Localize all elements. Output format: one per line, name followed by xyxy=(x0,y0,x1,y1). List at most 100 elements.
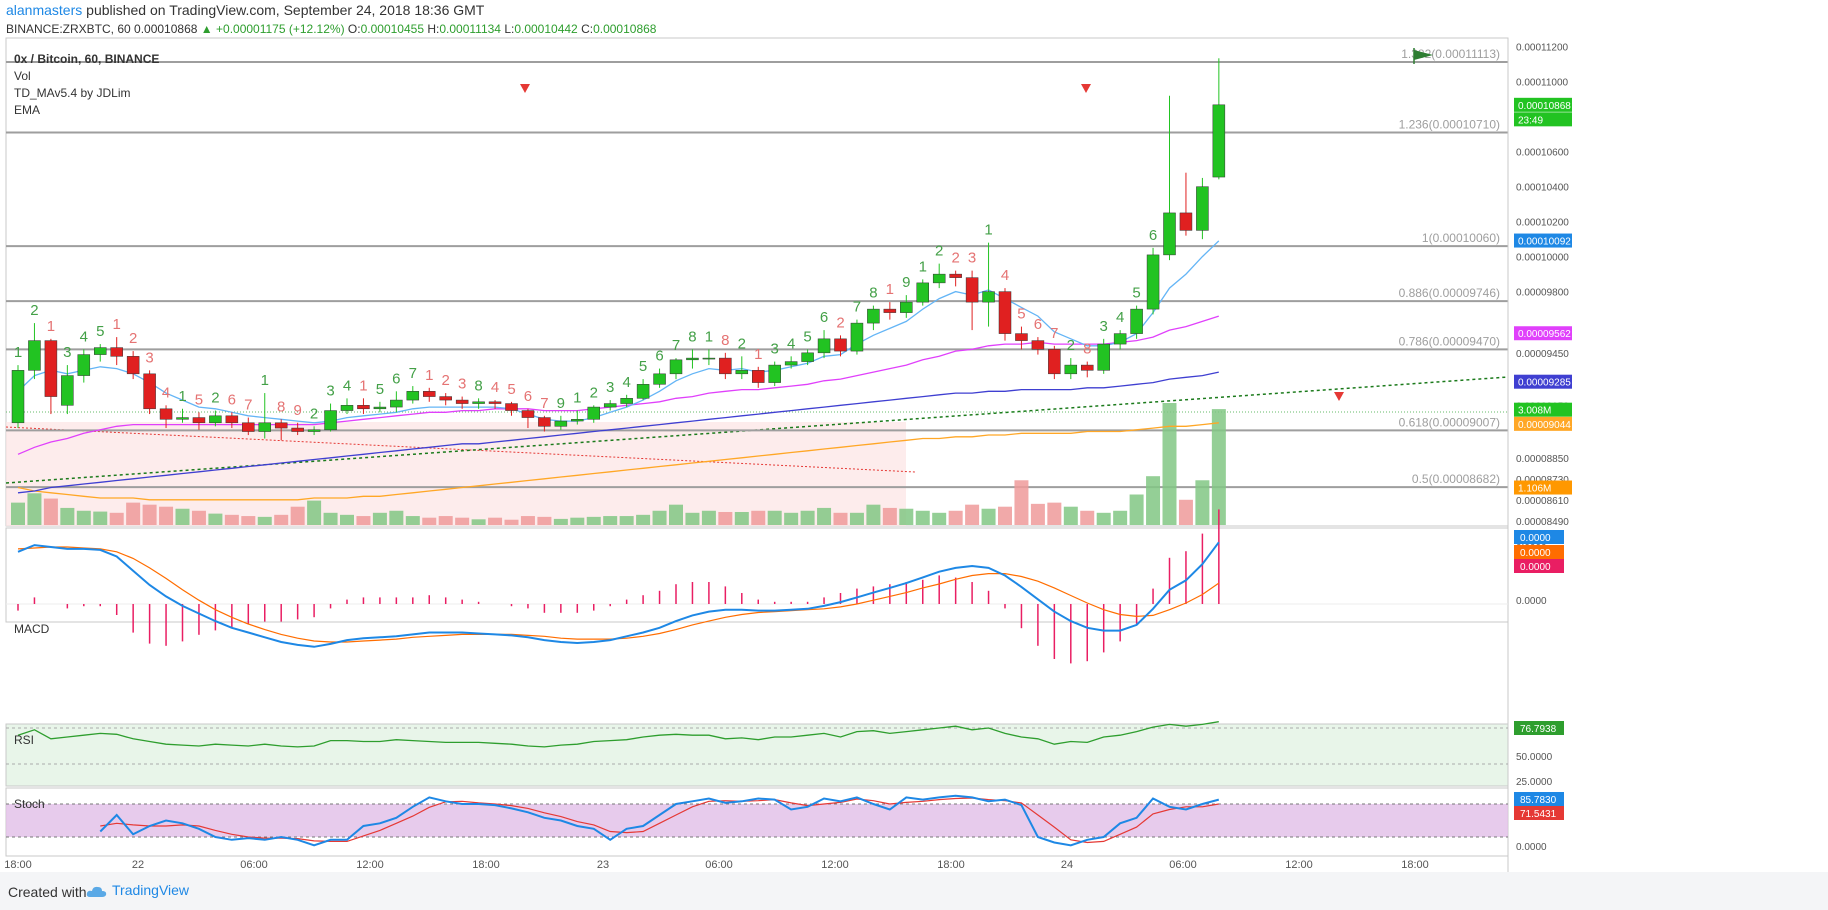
price-tag-bg xyxy=(1514,374,1572,389)
candle-body xyxy=(702,357,716,360)
macd-line xyxy=(17,541,1220,648)
price-axis-label: 0.00010600 xyxy=(1516,148,1569,159)
candle-body xyxy=(176,417,189,420)
volume-bar xyxy=(817,507,832,525)
volume-bar xyxy=(1195,480,1210,525)
td-count-up: 4 xyxy=(1116,309,1124,326)
publish-info: alanmasters published on TradingView.com… xyxy=(6,2,484,18)
td-count-up: 6 xyxy=(820,309,828,326)
volume-bar xyxy=(1211,409,1226,525)
td-count-up: 8 xyxy=(474,377,482,394)
td-count-up: 7 xyxy=(409,365,417,382)
x-axis-label: 06:00 xyxy=(240,859,268,871)
symbol-price: BINANCE:ZRXBTC, 60 0.00010868 xyxy=(6,22,198,36)
close-label: C: xyxy=(581,22,594,36)
candle-body xyxy=(1064,364,1078,375)
volume-bar xyxy=(767,510,782,525)
candle-body xyxy=(357,405,370,410)
volume-bar xyxy=(570,517,585,525)
price-chart[interactable]: 1.382(0.00011113) 1.236(0.00010710) 1(0.00… xyxy=(0,0,1828,872)
price-tag-bg xyxy=(1514,97,1572,112)
candle-body xyxy=(850,322,864,352)
volume-bar xyxy=(915,510,930,525)
volume-bar xyxy=(882,507,897,525)
fib-label-3: 0.886(0.00009746) xyxy=(1399,286,1500,300)
legend-symbol: 0x / Bitcoin, 60, BINANCE xyxy=(14,52,160,66)
td-count-down: 7 xyxy=(244,397,252,414)
author-link[interactable]: alanmasters xyxy=(6,2,83,18)
volume-bar xyxy=(948,510,963,525)
candle-body xyxy=(916,282,929,303)
td-count-down: 3 xyxy=(145,349,153,366)
candle-body xyxy=(1179,212,1193,231)
candle-body xyxy=(472,401,485,404)
candle-body xyxy=(867,308,880,324)
fib-label-4: 0.786(0.00009470) xyxy=(1399,334,1500,348)
td-count-down: 2 xyxy=(442,372,450,389)
td-count-up: 1 xyxy=(573,390,581,407)
candle-body xyxy=(1097,343,1110,371)
td-count-down: 4 xyxy=(162,384,170,401)
ohlc-header: BINANCE:ZRXBTC, 60 0.00010868 ▲ +0.00001… xyxy=(6,22,656,36)
candle-body xyxy=(752,370,765,383)
price-tag-0: 0.00010868 xyxy=(1518,101,1571,112)
candle-body xyxy=(192,417,206,424)
candle-body xyxy=(521,410,535,418)
stoch-k-line xyxy=(99,794,1220,847)
volume-bar xyxy=(833,512,848,525)
candle-body xyxy=(998,291,1012,334)
legend-ema: EMA xyxy=(14,103,41,117)
stoch-tag-bg xyxy=(1514,806,1564,820)
candle-body xyxy=(801,352,814,362)
candle-body xyxy=(1113,333,1127,345)
volume-bar xyxy=(290,506,305,525)
candle-body xyxy=(883,308,897,313)
volume-bar xyxy=(405,516,420,525)
candle-body xyxy=(603,403,617,408)
stoch-band xyxy=(6,804,1508,837)
candle-body xyxy=(965,277,979,303)
candle-body xyxy=(1048,349,1061,375)
candle-body xyxy=(1031,340,1045,350)
macd-pane xyxy=(5,527,1509,623)
volume-bar xyxy=(60,507,75,525)
candle-body xyxy=(94,347,107,355)
volume-bar xyxy=(981,508,996,525)
td-count-down: 9 xyxy=(293,402,301,419)
price-tag-4: 0.00009285 xyxy=(1518,378,1571,389)
td-count-down: 5 xyxy=(507,381,515,398)
volume-bar xyxy=(1030,503,1045,525)
candle-body xyxy=(324,410,337,431)
candle-body xyxy=(932,273,946,284)
stoch-tag-bg xyxy=(1514,792,1564,806)
volume-bar xyxy=(849,512,864,525)
td-count-down: 5 xyxy=(1017,306,1025,323)
volume-bar xyxy=(257,516,272,525)
volume-bar xyxy=(1129,494,1144,525)
volume-bar xyxy=(488,517,503,525)
td-count-up: 8 xyxy=(688,328,696,345)
price-tag-1: 23:49 xyxy=(1518,115,1543,126)
price-axis-label: 0.00010200 xyxy=(1516,218,1569,229)
flag-icon xyxy=(1414,50,1433,60)
volume-bar xyxy=(1178,499,1193,525)
td-count-up: 8 xyxy=(869,285,877,302)
candle-body xyxy=(242,422,255,432)
td-count-up: 4 xyxy=(343,377,351,394)
macd-tag-bg xyxy=(1514,545,1564,559)
volume-bar xyxy=(586,516,601,525)
candle-body xyxy=(28,340,41,371)
x-axis-label: 18:00 xyxy=(1401,859,1429,871)
td-count-up: 2 xyxy=(30,302,38,319)
td-count-down: 8 xyxy=(277,398,285,415)
volume-bar xyxy=(504,519,519,525)
candle-body xyxy=(1130,308,1143,334)
volume-bar xyxy=(932,512,947,525)
td-count-down: 6 xyxy=(524,388,532,405)
price-tag-3: 0.00009562 xyxy=(1518,329,1571,340)
tradingview-logo[interactable]: TradingView xyxy=(86,882,189,898)
high-value: 0.00011134 xyxy=(439,22,501,36)
macd-tag-0: 0.0000 xyxy=(1520,533,1551,544)
volume-bar xyxy=(175,508,190,525)
x-axis-label: 12:00 xyxy=(1285,859,1313,871)
